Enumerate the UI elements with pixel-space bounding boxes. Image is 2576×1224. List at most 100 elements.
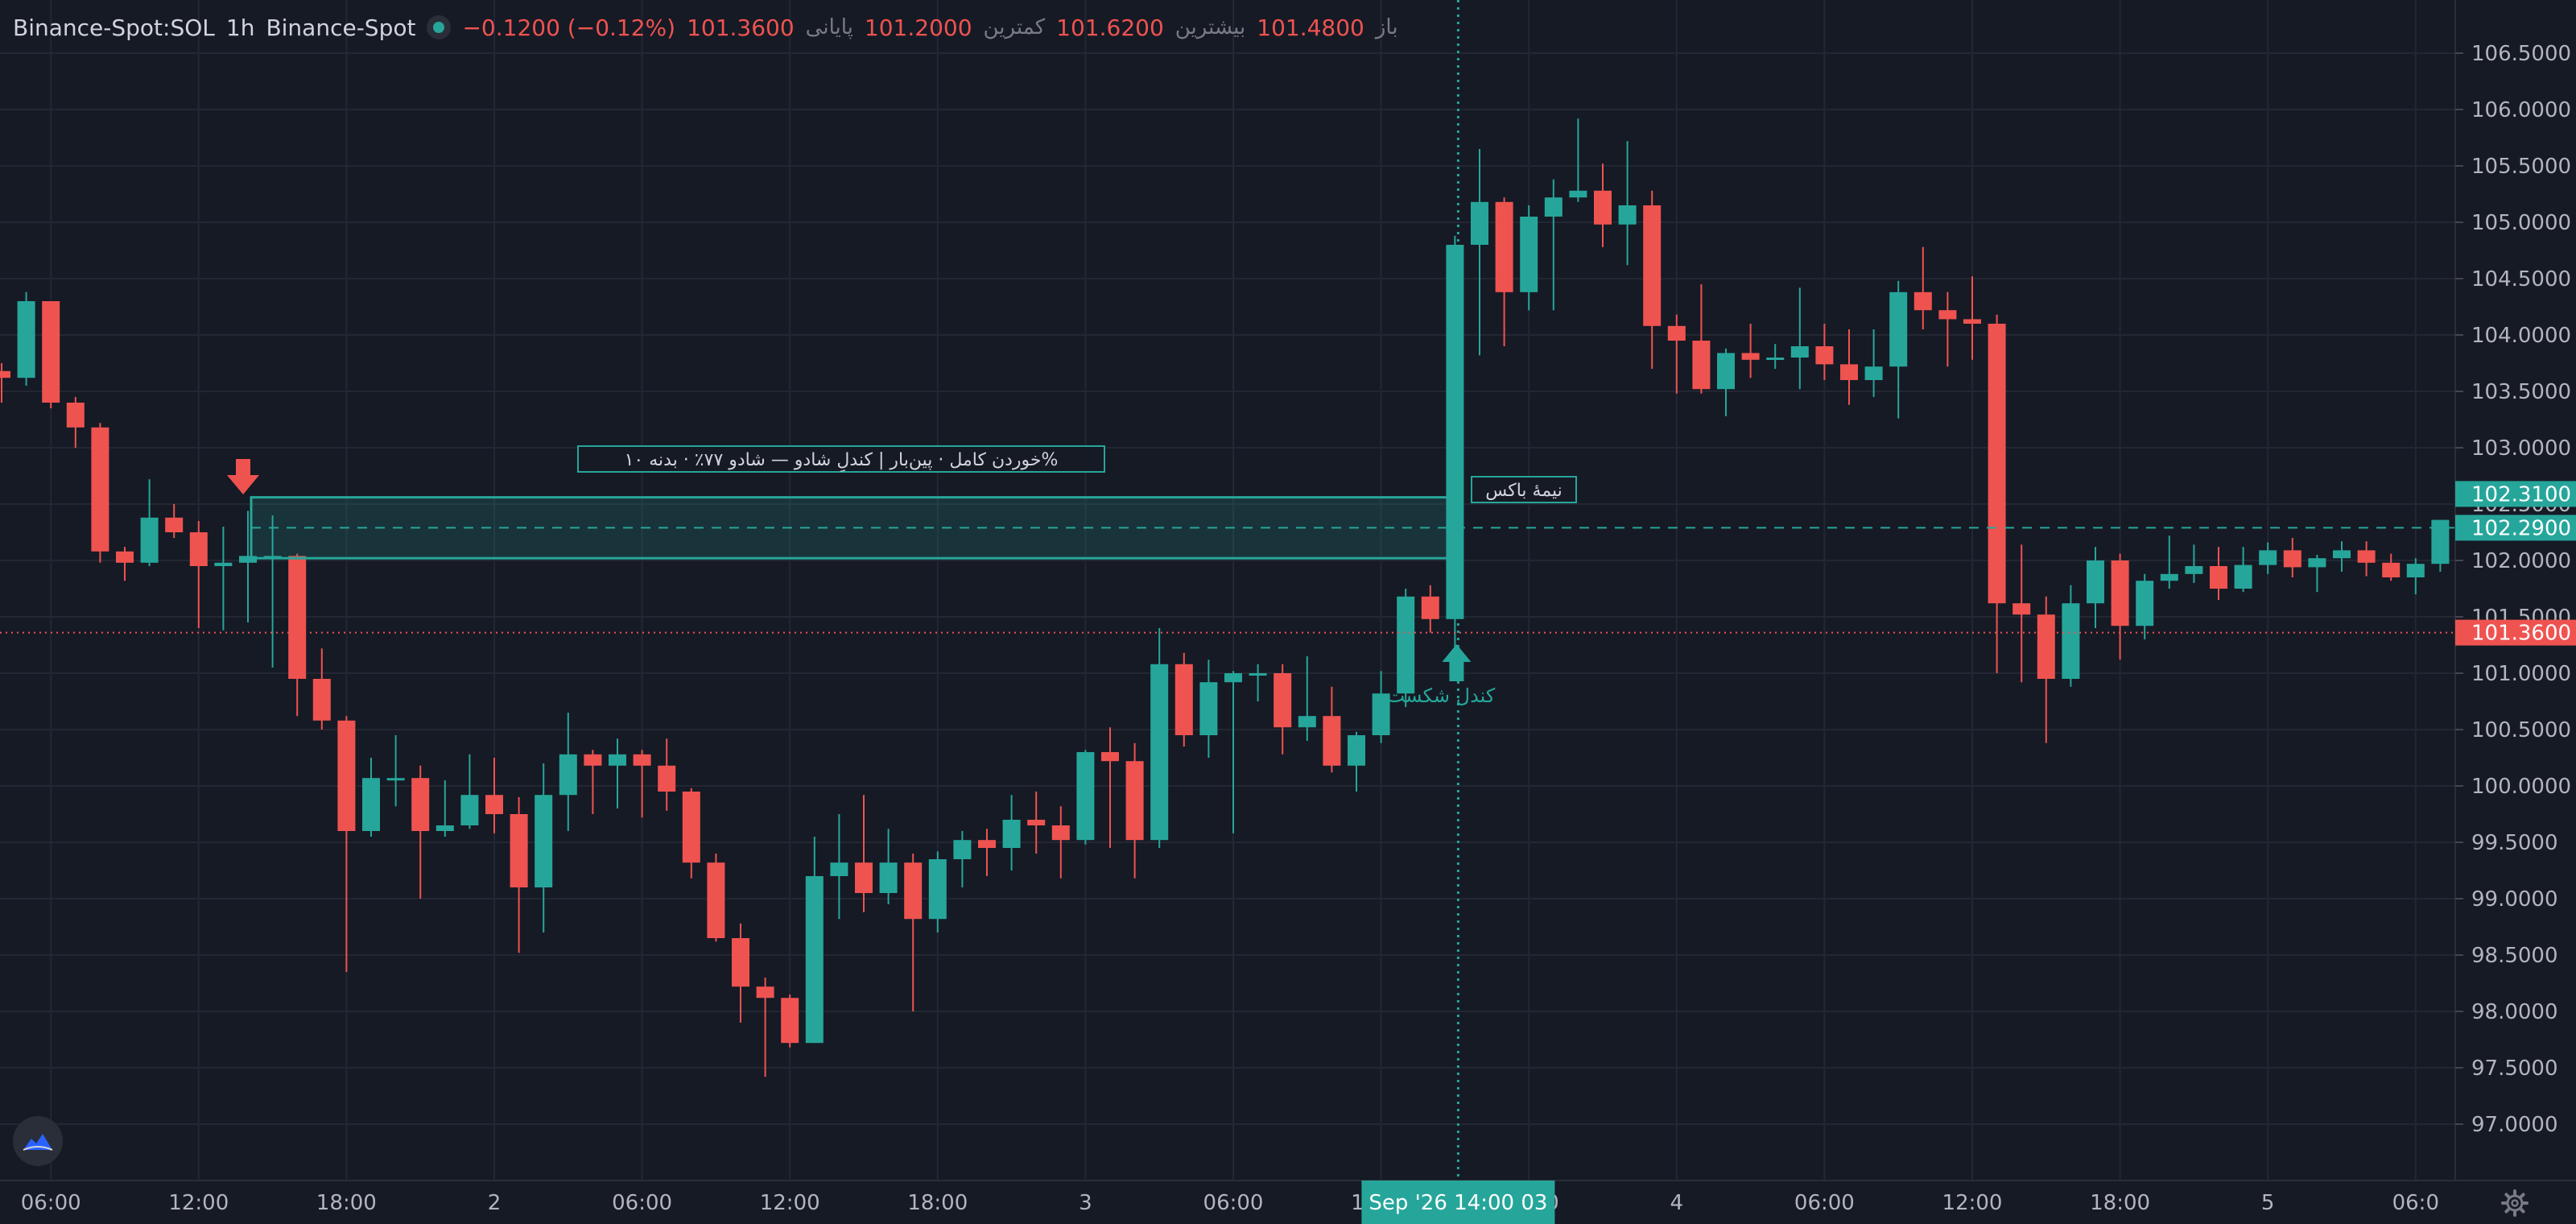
- price-tick-label: 102.0000: [2471, 549, 2571, 573]
- price-tick-label: 103.5000: [2471, 380, 2571, 404]
- open-value: 101.4800: [1257, 14, 1364, 41]
- interval-label[interactable]: 1h: [225, 14, 255, 41]
- candle: [2111, 553, 2129, 660]
- candle: [1174, 652, 1193, 746]
- ohlc-legend: Binance-Spot:SOL 1h Binance-Spot −0.1200…: [13, 11, 1398, 43]
- price-tick-label: 97.0000: [2471, 1113, 2558, 1137]
- candle: [928, 851, 947, 932]
- price-badge: 101.3600: [2455, 619, 2576, 646]
- candle: [1421, 585, 1439, 633]
- candle: [2283, 538, 2301, 577]
- candle: [1544, 179, 1563, 311]
- candle: [2185, 544, 2203, 583]
- drawings[interactable]: %خوردن کامل · پین‌بار | کندلِ شادو — شاد…: [0, 0, 2455, 1181]
- candle: [1495, 197, 1513, 346]
- high-value: 101.6200: [1056, 14, 1164, 41]
- candle: [1298, 656, 1316, 741]
- candle: [2087, 547, 2104, 628]
- candle: [189, 521, 208, 628]
- candle: [214, 527, 233, 631]
- candle: [1150, 628, 1169, 848]
- settings-gear-icon[interactable]: [2499, 1187, 2531, 1219]
- candle: [1864, 329, 1883, 397]
- price-axis[interactable]: 106.5000 106.0000 105.5000 105.0000 104.5000…: [2454, 0, 2576, 1224]
- market-status-icon[interactable]: [427, 15, 452, 39]
- candle: [781, 994, 799, 1048]
- arrow-down-icon[interactable]: [227, 459, 259, 494]
- candle: [1076, 750, 1095, 845]
- mid-label-box[interactable]: نیمهٔ باکس: [1471, 476, 1577, 503]
- candle: [1323, 686, 1341, 773]
- candle: [1372, 671, 1390, 743]
- price-badge: 102.3100: [2455, 481, 2576, 507]
- zone-label: %خوردن کامل · پین‌بار | کندلِ شادو — شاد…: [625, 450, 1059, 473]
- logo-icon[interactable]: [13, 1116, 63, 1166]
- symbol-label[interactable]: Binance-Spot:SOL: [13, 14, 215, 41]
- candle: [0, 363, 10, 403]
- candle: [140, 479, 159, 566]
- candle: [116, 547, 134, 581]
- candle: [1397, 589, 1415, 707]
- candle: [1051, 806, 1070, 879]
- candle: [559, 713, 577, 831]
- candle: [2308, 555, 2326, 593]
- candle: [2160, 536, 2178, 589]
- low-value: 101.2000: [864, 14, 972, 41]
- close-label: پایانی: [805, 15, 853, 39]
- candle: [658, 738, 676, 811]
- candle: [953, 831, 972, 887]
- candle: [165, 504, 184, 538]
- time-tick-label: 4: [1670, 1191, 1684, 1215]
- svg-text:102.3100: 102.3100: [2471, 482, 2571, 507]
- candle: [830, 814, 848, 920]
- candle: [2037, 596, 2055, 743]
- price-tick-label: 97.5000: [2471, 1057, 2558, 1081]
- svg-text:101.3600: 101.3600: [2471, 622, 2571, 646]
- candle: [460, 754, 479, 829]
- price-tick-label: 106.0000: [2471, 98, 2571, 122]
- candle: [1446, 235, 1464, 651]
- candle: [1618, 141, 1637, 266]
- time-tick-label: 5: [2261, 1191, 2275, 1215]
- candle: [510, 797, 528, 953]
- candle: [411, 765, 430, 899]
- price-tick-label: 100.5000: [2471, 718, 2571, 742]
- candle: [609, 738, 626, 808]
- time-axis[interactable]: 06:00 12:00 18:00 2 06:00 12:00 18:00 3 06:00 12:…: [0, 1180, 2576, 1224]
- candle: [756, 978, 774, 1077]
- candle: [2234, 547, 2252, 593]
- zone-label-box[interactable]: %خوردن کامل · پین‌بار | کندلِ شادو — شاد…: [577, 445, 1105, 473]
- time-tick-label: 06:00: [21, 1191, 81, 1215]
- time-tick-label: 06:0: [2392, 1191, 2439, 1215]
- candles: [0, 118, 2450, 1077]
- time-tick-label: 2: [488, 1191, 502, 1215]
- candle: [312, 648, 331, 730]
- candle: [1840, 329, 1858, 405]
- price-tick-label: 100.0000: [2471, 775, 2571, 799]
- time-tick-label: 3: [1079, 1191, 1092, 1215]
- arrow-up-icon[interactable]: [1442, 644, 1472, 681]
- candle: [2136, 573, 2154, 639]
- price-tick-label: 104.0000: [2471, 324, 2571, 348]
- exchange-label[interactable]: Binance-Spot: [266, 14, 416, 41]
- candle: [288, 553, 307, 717]
- price-badge: 102.2900: [2455, 515, 2576, 541]
- candle: [633, 750, 651, 818]
- candle: [1766, 344, 1785, 369]
- candle: [1963, 276, 1981, 360]
- svg-text:Sep '26 14:00 03: Sep '26 14:00 03: [1368, 1191, 1547, 1215]
- candle: [535, 763, 553, 932]
- candle: [1741, 324, 1760, 378]
- candle: [485, 758, 503, 833]
- time-tick-label: 18:00: [2090, 1191, 2150, 1215]
- price-tick-label: 105.0000: [2471, 211, 2571, 235]
- candle: [1790, 287, 1809, 390]
- candle: [1692, 284, 1711, 394]
- price-tick-label: 101.0000: [2471, 662, 2571, 686]
- candle: [584, 750, 602, 814]
- candle: [2406, 558, 2425, 594]
- candle: [879, 829, 898, 904]
- candle: [1224, 671, 1242, 833]
